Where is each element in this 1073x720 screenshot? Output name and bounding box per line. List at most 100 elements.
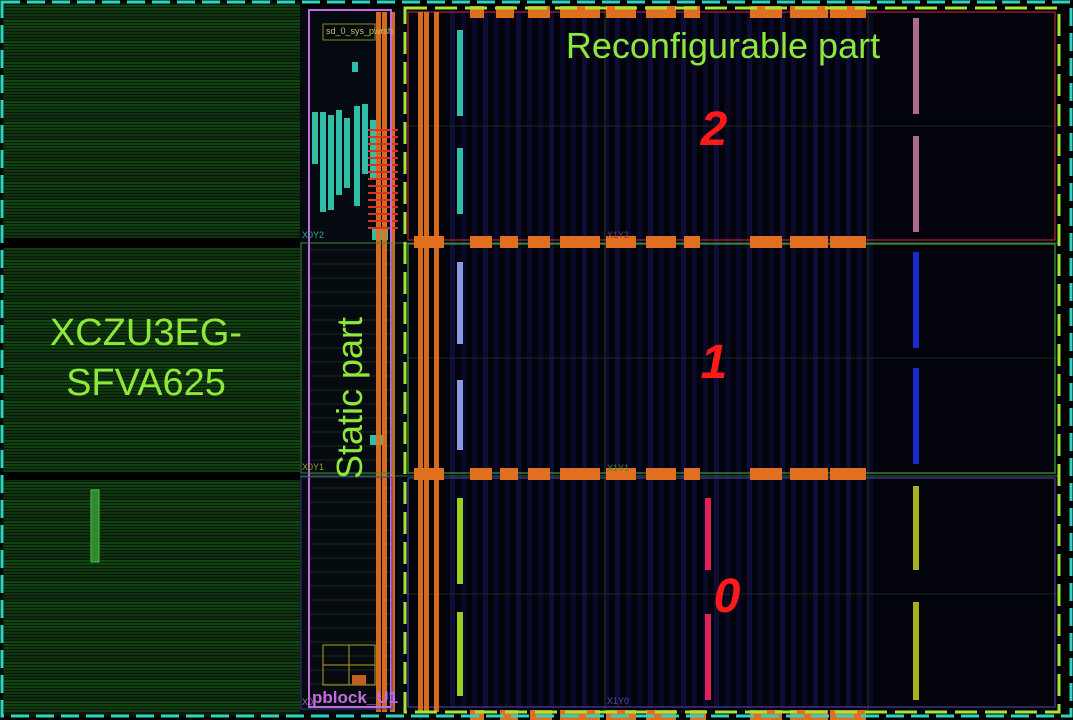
static-part-label: Static part (329, 317, 370, 479)
route-band-segment (470, 236, 492, 248)
static-logic-cell (328, 115, 334, 210)
logic-column (736, 12, 741, 708)
logic-column (857, 12, 862, 708)
route-band-segment (684, 236, 700, 248)
logic-column (461, 12, 466, 708)
region-2-outline (407, 11, 1056, 241)
route-band-segment (528, 236, 550, 248)
static-logic-cell (320, 112, 326, 212)
static-logic-cell (344, 118, 350, 188)
route-band-segment (500, 468, 518, 480)
logic-column (582, 12, 587, 708)
logic-column (571, 12, 576, 708)
route-band-segment (790, 236, 828, 248)
route-band-segment (560, 710, 600, 720)
static-logic-cell (312, 112, 318, 164)
logic-column (472, 12, 477, 708)
resource-marker (913, 486, 919, 570)
clock-region-label: X1Y2 (607, 230, 629, 240)
device-gap-band (2, 472, 300, 480)
resource-marker (457, 148, 463, 214)
top-small-block (322, 23, 376, 41)
logic-column (538, 12, 543, 708)
static-logic-cell (354, 106, 360, 206)
logic-column (747, 12, 752, 708)
resource-marker (913, 368, 919, 464)
logic-column (516, 12, 521, 708)
static-logic-cell (352, 62, 358, 72)
reconfig-columns (450, 12, 873, 708)
logic-column (868, 12, 873, 708)
logic-column (637, 12, 642, 708)
bram-column (90, 489, 100, 563)
route-band-segment (750, 468, 782, 480)
clock-region-label: X0 (302, 697, 313, 707)
reconfigurable-part-label: Reconfigurable part (566, 25, 880, 66)
resource-marker (457, 498, 463, 584)
logic-column (703, 12, 708, 708)
vertical-route (376, 12, 381, 712)
logic-column (505, 12, 510, 708)
logic-column (527, 12, 532, 708)
logic-column (681, 12, 686, 708)
route-band-segment (606, 468, 636, 480)
logic-column (483, 12, 488, 708)
resource-marker (913, 252, 919, 348)
device-name-line2: SFVA625 (66, 362, 226, 404)
resource-marker (913, 18, 919, 114)
route-band-segment (830, 236, 866, 248)
vertical-route (434, 12, 439, 712)
static-bottom-cell (352, 675, 366, 685)
route-band-segment (750, 236, 782, 248)
region-number-1: 1 (701, 336, 728, 389)
logic-column (824, 12, 829, 708)
logic-column (549, 12, 554, 708)
resource-marker (913, 602, 919, 700)
resource-marker (913, 136, 919, 232)
static-pblock-outline (308, 9, 392, 708)
clock-region-label: X1Y1 (607, 463, 629, 473)
logic-column (659, 12, 664, 708)
logic-column (450, 12, 455, 708)
logic-column (593, 12, 598, 708)
route-band-segment (646, 236, 676, 248)
logic-column (846, 12, 851, 708)
region-number-0: 0 (714, 570, 741, 623)
route-band-segment (500, 710, 518, 720)
vertical-route (418, 12, 423, 712)
logic-column (835, 12, 840, 708)
route-band-segment (684, 468, 700, 480)
resource-marker (457, 262, 463, 344)
route-band-segment (646, 468, 676, 480)
resource-marker (457, 612, 463, 696)
logic-column (560, 12, 565, 708)
clock-region-label: X0Y1 (302, 462, 324, 472)
logic-column (780, 12, 785, 708)
route-band-segment (560, 236, 600, 248)
logic-column (813, 12, 818, 708)
clock-region-label: X0Y2 (302, 230, 324, 240)
resource-markers (457, 18, 919, 700)
logic-column (758, 12, 763, 708)
route-band-segment (470, 468, 492, 480)
region-1-outline (407, 243, 1056, 474)
vertical-route (382, 12, 387, 712)
static-subblock-outline (300, 242, 393, 474)
resource-marker (705, 614, 711, 700)
route-band-segment (790, 710, 828, 720)
logic-column (604, 12, 609, 708)
resource-marker (705, 498, 711, 570)
logic-column (802, 12, 807, 708)
static-subblock-outline (300, 476, 393, 710)
logic-column (725, 12, 730, 708)
static-logic-cell (362, 104, 368, 174)
route-band-segment (830, 468, 866, 480)
vertical-route (424, 12, 429, 712)
logic-column (714, 12, 719, 708)
resource-marker (457, 30, 463, 116)
logic-column (791, 12, 796, 708)
logic-column (769, 12, 774, 708)
route-band-segment (528, 468, 550, 480)
